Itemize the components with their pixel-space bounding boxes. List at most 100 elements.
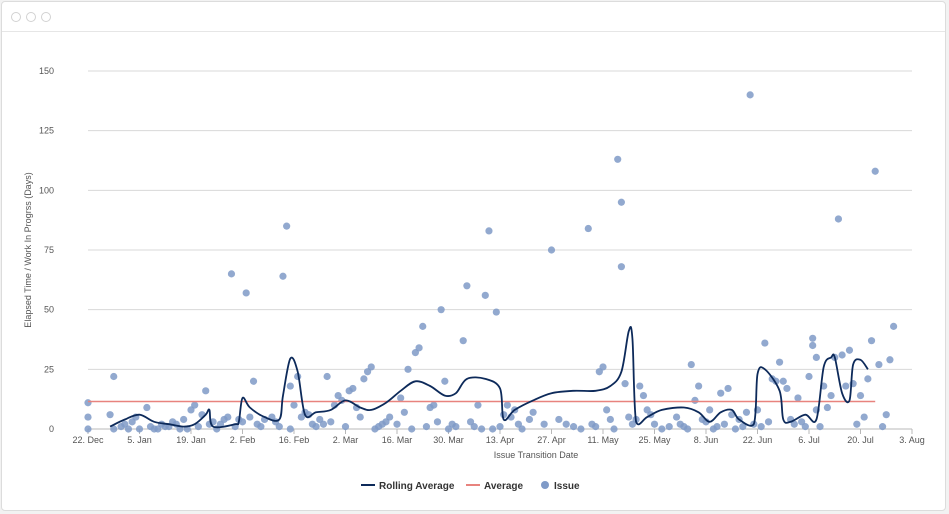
issue-point[interactable] [882, 411, 890, 419]
issue-point[interactable] [617, 198, 625, 206]
issue-point[interactable] [621, 380, 629, 388]
legend-item-rolling-average[interactable]: Rolling Average [361, 481, 455, 492]
issue-point[interactable] [110, 425, 118, 433]
issue-point[interactable] [890, 322, 898, 330]
issue-point[interactable] [687, 360, 695, 369]
issue-point[interactable] [415, 344, 423, 352]
issue-point[interactable] [805, 372, 813, 381]
issue-point[interactable] [636, 382, 644, 390]
issue-point[interactable] [470, 423, 478, 431]
issue-point[interactable] [665, 423, 673, 431]
issue-point[interactable] [724, 384, 732, 393]
issue-point[interactable] [474, 401, 482, 409]
issue-point[interactable] [790, 420, 798, 428]
issue-point[interactable] [194, 423, 202, 431]
issue-point[interactable] [430, 401, 438, 409]
issue-point[interactable] [400, 408, 408, 416]
issue-point[interactable] [639, 391, 648, 400]
issue-point[interactable] [180, 415, 188, 424]
issue-point[interactable] [650, 420, 659, 428]
issue-point[interactable] [349, 384, 357, 393]
issue-point[interactable] [794, 394, 802, 402]
issue-point[interactable] [706, 406, 714, 414]
issue-point[interactable] [599, 363, 607, 371]
issue-point[interactable] [319, 420, 328, 428]
issue-point[interactable] [625, 413, 633, 421]
issue-point[interactable] [592, 423, 600, 431]
window-minimize-icon[interactable] [26, 12, 36, 22]
issue-point[interactable] [658, 425, 666, 433]
issue-point[interactable] [283, 222, 291, 230]
legend-item-average[interactable]: Average [466, 481, 524, 492]
issue-point[interactable] [684, 425, 692, 433]
issue-point[interactable] [783, 384, 791, 393]
issue-point[interactable] [124, 425, 133, 433]
issue-point[interactable] [84, 425, 92, 433]
issue-point[interactable] [555, 415, 563, 424]
issue-point[interactable] [853, 420, 861, 428]
issue-point[interactable] [838, 351, 846, 359]
issue-point[interactable] [106, 411, 114, 419]
issue-point[interactable] [386, 413, 394, 421]
issue-point[interactable] [356, 413, 364, 421]
issue-point[interactable] [860, 413, 868, 421]
issue-point[interactable] [408, 425, 416, 433]
issue-point[interactable] [441, 377, 449, 385]
issue-point[interactable] [584, 224, 592, 233]
issue-point[interactable] [481, 291, 489, 299]
issue-point[interactable] [801, 423, 809, 431]
issue-point[interactable] [224, 413, 232, 421]
issue-point[interactable] [143, 403, 151, 412]
issue-point[interactable] [529, 408, 537, 416]
issue-point[interactable] [84, 399, 92, 407]
issue-point[interactable] [886, 356, 894, 364]
issue-point[interactable] [525, 415, 534, 424]
issue-point[interactable] [816, 423, 824, 431]
issue-point[interactable] [775, 358, 784, 366]
issue-point[interactable] [834, 215, 843, 223]
issue-point[interactable] [809, 341, 817, 350]
issue-point[interactable] [845, 346, 854, 354]
issue-point[interactable] [84, 413, 92, 421]
issue-point[interactable] [617, 263, 625, 271]
legend-item-issue[interactable]: Issue [541, 481, 580, 492]
issue-point[interactable] [720, 420, 728, 428]
issue-point[interactable] [463, 282, 471, 290]
issue-point[interactable] [290, 401, 298, 409]
issue-point[interactable] [459, 337, 467, 345]
issue-point[interactable] [478, 425, 486, 433]
issue-point[interactable] [312, 423, 320, 431]
issue-point[interactable] [503, 401, 511, 409]
issue-point[interactable] [603, 406, 611, 414]
window-close-icon[interactable] [11, 12, 21, 22]
issue-point[interactable] [496, 423, 504, 431]
issue-point[interactable] [367, 363, 375, 371]
issue-point[interactable] [286, 425, 294, 433]
issue-point[interactable] [323, 372, 331, 381]
issue-point[interactable] [489, 425, 497, 433]
issue-point[interactable] [452, 423, 460, 431]
issue-point[interactable] [856, 391, 865, 400]
issue-point[interactable] [809, 334, 817, 342]
issue-point[interactable] [279, 272, 287, 280]
issue-point[interactable] [419, 322, 427, 330]
issue-point[interactable] [246, 413, 254, 421]
issue-point[interactable] [717, 389, 725, 397]
issue-point[interactable] [764, 418, 773, 426]
issue-point[interactable] [275, 423, 283, 431]
issue-point[interactable] [327, 418, 335, 426]
issue-point[interactable] [812, 353, 820, 361]
issue-point[interactable] [110, 372, 118, 381]
issue-point[interactable] [341, 423, 350, 431]
issue-point[interactable] [569, 423, 578, 431]
issue-point[interactable] [492, 308, 500, 316]
issue-point[interactable] [242, 289, 250, 297]
issue-point[interactable] [238, 418, 247, 426]
issue-point[interactable] [518, 425, 526, 433]
issue-point[interactable] [397, 394, 405, 402]
issue-point[interactable] [577, 425, 585, 433]
issue-point[interactable] [360, 375, 368, 383]
issue-point[interactable] [695, 382, 703, 390]
issue-point[interactable] [227, 270, 236, 278]
issue-point[interactable] [540, 420, 548, 428]
